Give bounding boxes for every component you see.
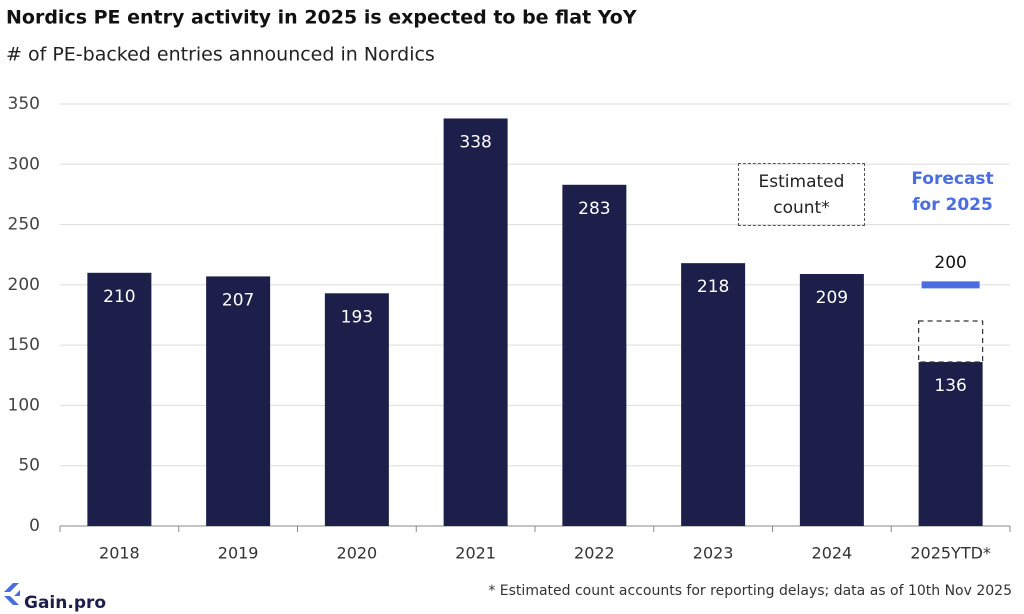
data-label: 209 — [816, 288, 848, 308]
forecast-annotation: Forecast for 2025 — [911, 169, 994, 215]
data-label: 338 — [459, 132, 491, 152]
y-tick-label: 50 — [18, 456, 40, 476]
estimated-annotation: Estimated count* — [738, 163, 865, 226]
x-tick-label: 2018 — [99, 544, 140, 563]
chart-subtitle: # of PE-backed entries announced in Nord… — [6, 44, 435, 66]
x-tick-label: 2023 — [693, 544, 734, 563]
y-tick-label: 0 — [29, 516, 40, 536]
data-label: 210 — [103, 287, 135, 307]
data-label: 207 — [222, 290, 254, 310]
x-tick-label: 2022 — [574, 544, 615, 563]
bar — [562, 184, 627, 527]
chart-title: Nordics PE entry activity in 2025 is exp… — [6, 7, 637, 29]
y-tick-label: 350 — [8, 94, 40, 114]
x-tick-label: 2021 — [455, 544, 496, 563]
bar — [324, 293, 389, 526]
x-tick-label: 2025YTD* — [910, 544, 991, 563]
footnote: * Estimated count accounts for reporting… — [488, 583, 1012, 599]
x-tick-label: 2020 — [337, 544, 378, 563]
bar — [681, 263, 746, 526]
data-label: 218 — [697, 277, 729, 297]
bar — [918, 362, 983, 526]
bar — [206, 276, 271, 526]
data-label: 193 — [341, 307, 373, 327]
y-tick-label: 300 — [8, 154, 40, 174]
bar — [87, 272, 152, 526]
data-label: 283 — [578, 199, 610, 219]
estimated-bar — [918, 320, 984, 363]
forecast-line — [921, 281, 980, 289]
y-tick-label: 150 — [8, 335, 40, 355]
logo: Gain.pro — [24, 593, 106, 613]
logo-icon — [4, 583, 20, 605]
bar — [799, 274, 864, 526]
y-tick-label: 100 — [8, 395, 40, 415]
data-label: 136 — [934, 376, 966, 396]
y-tick-label: 250 — [8, 215, 40, 235]
x-tick-label: 2024 — [812, 544, 853, 563]
x-tick-label: 2019 — [218, 544, 259, 563]
bar — [443, 118, 508, 527]
y-tick-label: 200 — [8, 275, 40, 295]
forecast-label: 200 — [934, 253, 966, 273]
